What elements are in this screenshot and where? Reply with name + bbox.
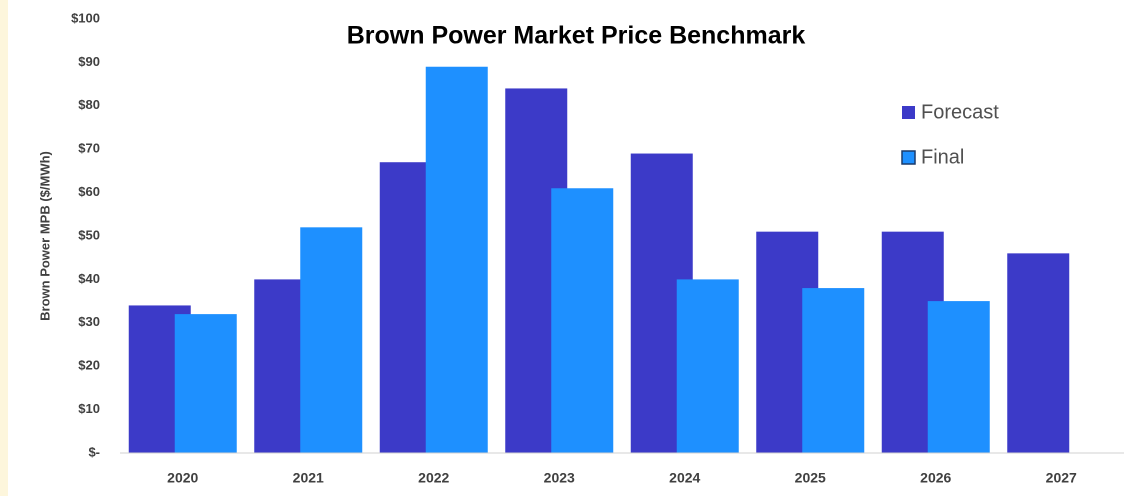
legend-marker xyxy=(902,106,915,119)
bar xyxy=(425,66,488,454)
y-axis-title: Brown Power MPB ($/MWh) xyxy=(37,151,52,321)
x-tick-label: 2023 xyxy=(544,470,575,486)
x-tick-label: 2020 xyxy=(167,470,198,486)
x-tick-label: 2024 xyxy=(669,470,700,486)
y-tick-label: $30 xyxy=(78,314,100,329)
y-tick-label: $60 xyxy=(78,184,100,199)
y-tick-label: $80 xyxy=(78,97,100,112)
bar xyxy=(551,188,614,453)
y-tick-label: $- xyxy=(88,444,100,459)
y-tick-label: $70 xyxy=(78,141,100,156)
bar xyxy=(1007,253,1070,453)
x-tick-label: 2022 xyxy=(418,470,449,486)
y-tick-label: $90 xyxy=(78,54,100,69)
chart: Brown Power Market Price Benchmark Brown… xyxy=(8,0,1142,496)
y-tick-label: $50 xyxy=(78,227,100,242)
x-tick-label: 2021 xyxy=(293,470,324,486)
y-tick-label: $100 xyxy=(71,10,100,25)
bar xyxy=(676,279,739,453)
y-tick-label: $20 xyxy=(78,358,100,373)
bar xyxy=(802,288,865,453)
legend-label: Final xyxy=(921,146,964,168)
legend-marker xyxy=(901,150,916,165)
bar xyxy=(927,301,990,453)
x-tick-label: 2027 xyxy=(1046,470,1077,486)
x-tick-label: 2026 xyxy=(920,470,951,486)
x-tick-label: 2025 xyxy=(795,470,826,486)
bar xyxy=(300,227,363,453)
bar xyxy=(174,314,237,453)
y-tick-label: $10 xyxy=(78,401,100,416)
legend-label: Forecast xyxy=(921,101,999,123)
y-tick-label: $40 xyxy=(78,271,100,286)
chart-title: Brown Power Market Price Benchmark xyxy=(347,22,806,50)
